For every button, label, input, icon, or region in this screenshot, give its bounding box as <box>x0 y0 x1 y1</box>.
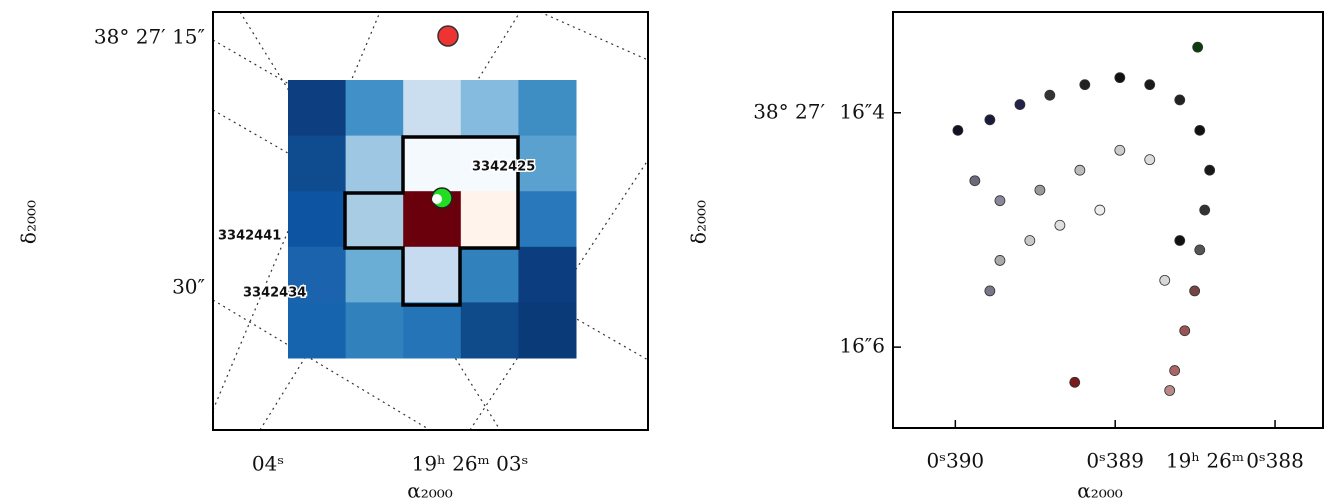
point <box>1159 274 1171 286</box>
point <box>1034 184 1046 196</box>
point <box>1169 365 1181 376</box>
pixel <box>288 135 347 192</box>
point <box>984 114 996 126</box>
annotation: 3342441 <box>218 229 281 244</box>
point <box>1054 219 1066 231</box>
point <box>1014 99 1026 110</box>
point <box>1114 72 1126 84</box>
pixel <box>460 302 519 359</box>
point <box>1044 89 1056 101</box>
pixel <box>403 302 462 359</box>
y-tick-label: 38° 27′ 15″ <box>94 25 205 49</box>
pixel <box>288 246 347 303</box>
pixel-grid <box>288 80 577 359</box>
y-tick-label: 30″ <box>172 275 205 299</box>
scatter-points <box>952 41 1216 396</box>
x-tick-label: 0ˢ389 <box>1086 449 1144 473</box>
point <box>1179 325 1191 337</box>
point <box>984 285 996 297</box>
pixel <box>403 135 462 192</box>
y-tick-label: 16″4 <box>839 99 885 123</box>
point <box>1069 376 1081 388</box>
point <box>1144 79 1156 91</box>
point <box>1079 79 1091 91</box>
aperture <box>343 135 520 307</box>
x-tick-label: 0ˢ390 <box>927 449 985 473</box>
y-axis-label: δ₂₀₀₀ <box>687 200 711 244</box>
x-axis-label: α₂₀₀₀ <box>407 479 453 503</box>
pixel <box>288 80 347 137</box>
pixel <box>345 135 404 192</box>
x-tick-label: 0ˢ388 <box>1246 449 1304 473</box>
y-prefix-label: 38° 27′ <box>753 100 825 124</box>
right-frame <box>892 11 1324 429</box>
point <box>1192 41 1204 53</box>
pixel <box>460 191 519 248</box>
left-frame <box>212 11 649 431</box>
pixel <box>518 302 577 359</box>
point <box>1074 164 1086 176</box>
point <box>952 124 964 136</box>
point <box>1194 244 1206 256</box>
pixel <box>518 246 577 303</box>
target-center <box>432 194 442 204</box>
point <box>1204 164 1216 176</box>
point <box>994 195 1006 207</box>
pixel <box>345 302 404 359</box>
point <box>1174 94 1186 106</box>
point <box>1144 154 1156 166</box>
pixel <box>460 135 519 192</box>
pixel <box>403 246 462 303</box>
y-axis-label: δ₂₀₀₀ <box>17 200 41 244</box>
pixel <box>518 135 577 192</box>
pixel <box>288 191 347 248</box>
point <box>969 175 981 187</box>
pixel <box>460 246 519 303</box>
annotation: 3342425 <box>472 160 535 175</box>
pixel <box>345 191 404 248</box>
point <box>1094 204 1106 216</box>
point <box>1024 235 1036 246</box>
pixel <box>518 191 577 248</box>
y-tick-label: 16″6 <box>839 334 885 358</box>
point <box>1164 385 1176 396</box>
point <box>1199 204 1211 216</box>
pixel <box>345 246 404 303</box>
x-tick-label: 19ʰ 26ᵐ 03ˢ <box>412 452 529 476</box>
point <box>1194 124 1206 136</box>
point <box>1114 144 1126 156</box>
pixel <box>460 80 519 137</box>
neighbor-marker <box>437 25 459 47</box>
x-axis-label: α₂₀₀₀ <box>1077 479 1123 503</box>
point <box>994 255 1006 266</box>
point <box>1174 235 1186 246</box>
x-tick-label: 04ˢ <box>252 452 284 476</box>
annotation: 3342434 <box>243 286 306 301</box>
point <box>1189 285 1201 297</box>
pixel <box>403 80 462 137</box>
pixel <box>288 302 347 359</box>
pixel <box>345 80 404 137</box>
x-hour-label: 19ʰ 26ᵐ <box>1166 449 1244 473</box>
pixel <box>518 80 577 137</box>
